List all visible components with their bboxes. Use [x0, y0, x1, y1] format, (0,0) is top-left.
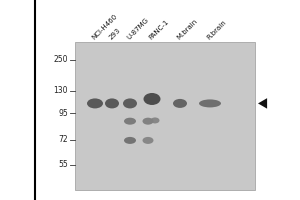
Bar: [75, 42, 255, 190]
Text: PANC-1: PANC-1: [148, 19, 170, 41]
Ellipse shape: [142, 137, 154, 144]
Ellipse shape: [105, 98, 119, 108]
Ellipse shape: [143, 93, 161, 105]
Text: U-87MG: U-87MG: [126, 17, 150, 41]
Text: R.brain: R.brain: [206, 19, 227, 41]
Ellipse shape: [199, 99, 221, 107]
Text: 293: 293: [108, 27, 122, 41]
Ellipse shape: [142, 118, 154, 125]
Polygon shape: [258, 98, 267, 109]
Text: M.brain: M.brain: [176, 18, 199, 41]
Ellipse shape: [87, 98, 103, 108]
Text: NCI-H460: NCI-H460: [91, 13, 118, 41]
Text: 72: 72: [58, 135, 68, 144]
Ellipse shape: [173, 99, 187, 108]
Text: 55: 55: [58, 160, 68, 169]
Text: 95: 95: [58, 109, 68, 118]
Text: 130: 130: [53, 86, 68, 95]
Ellipse shape: [124, 137, 136, 144]
Ellipse shape: [124, 118, 136, 125]
Ellipse shape: [151, 117, 160, 123]
Text: 250: 250: [53, 55, 68, 64]
Ellipse shape: [123, 98, 137, 108]
